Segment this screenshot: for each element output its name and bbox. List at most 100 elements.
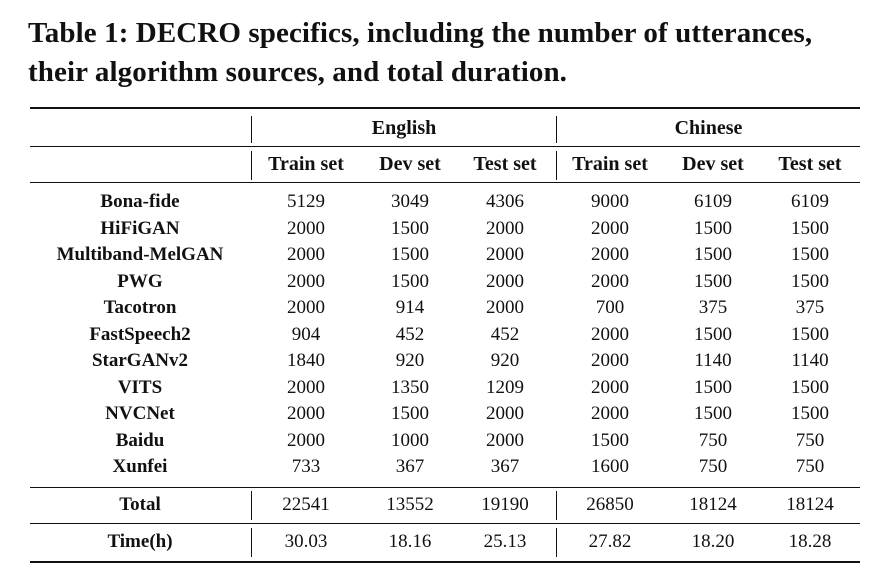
col-separator-left [251,151,253,180]
group-rule [30,146,860,147]
row-label: VITS [117,377,163,398]
table-cell: 5129 [287,191,325,212]
table-cell: 1500 [694,271,732,292]
table-cell: 2000 [486,297,524,318]
table-cell: 1500 [791,244,829,265]
column-header: Train set [572,153,648,175]
table-cell: 1500 [391,218,429,239]
column-header: Dev set [379,153,441,175]
column-header: Dev set [682,153,744,175]
table-cell: 1600 [591,456,629,477]
table-cell: 914 [395,297,425,318]
table-cell: 452 [395,324,425,345]
table-cell: 6109 [694,191,732,212]
table-cell: 1500 [694,377,732,398]
row-label: Baidu [115,430,165,451]
time-label: Time(h) [107,531,173,552]
top-rule [30,107,860,109]
col-separator-left [251,528,253,557]
table-cell: 2000 [486,218,524,239]
table-cell: 920 [395,350,425,371]
total-cell: 18124 [689,494,737,515]
row-label: HiFiGAN [100,218,180,239]
table-cell: 2000 [287,403,325,424]
header-rule [30,182,860,183]
group-header-english: English [371,117,437,139]
time-cell: 25.13 [483,531,527,552]
table-cell: 2000 [486,271,524,292]
table-cell: 750 [698,430,728,451]
row-label: Multiband-MelGAN [56,244,224,265]
table-caption: Table 1: DECRO specifics, including the … [28,17,813,88]
row-label: StarGANv2 [91,350,189,371]
total-cell: 13552 [386,494,434,515]
table-cell: 1350 [391,377,429,398]
column-header: Test set [473,153,537,175]
col-separator-mid [556,528,558,557]
table-cell: 750 [698,456,728,477]
table-cell: 2000 [287,244,325,265]
table-cell: 2000 [287,377,325,398]
col-separator-left [251,116,253,143]
bottom-rule [30,561,860,563]
table-cell: 2000 [591,218,629,239]
table-cell: 2000 [591,244,629,265]
table-cell: 2000 [486,403,524,424]
col-separator-mid [556,151,558,180]
time-cell: 18.20 [691,531,735,552]
table-cell: 9000 [591,191,629,212]
table-cell: 750 [795,456,825,477]
total-cell: 26850 [586,494,634,515]
table-cell: 750 [795,430,825,451]
table-cell: 700 [595,297,625,318]
table-cell: 1500 [591,430,629,451]
table-cell: 2000 [591,377,629,398]
total-label: Total [119,494,161,515]
row-label: Bona-fide [100,191,180,212]
row-label: Tacotron [103,297,177,318]
table-cell: 2000 [287,430,325,451]
body-bottom-rule [30,487,860,489]
table-cell: 2000 [591,350,629,371]
time-cell: 18.16 [388,531,432,552]
table-cell: 2000 [591,403,629,424]
time-cell: 30.03 [284,531,328,552]
table-cell: 2000 [287,297,325,318]
table-cell: 367 [490,456,520,477]
table-cell: 1500 [791,271,829,292]
table-cell: 2000 [591,271,629,292]
col-separator-left [251,491,253,520]
table-cell: 1840 [287,350,325,371]
table-cell: 1500 [791,218,829,239]
table-cell: 1500 [391,244,429,265]
table-cell: 1000 [391,430,429,451]
group-header-chinese: Chinese [674,117,743,139]
time-cell: 27.82 [588,531,632,552]
column-header: Test set [778,153,842,175]
row-label: NVCNet [105,403,175,424]
table-cell: 733 [291,456,321,477]
table-cell: 1500 [791,403,829,424]
table-cell: 920 [490,350,520,371]
total-rule [30,523,860,525]
table-cell: 2000 [287,271,325,292]
table-cell: 1140 [791,350,829,371]
table-cell: 1500 [391,403,429,424]
table-cell: 2000 [287,218,325,239]
table-cell: 1500 [694,244,732,265]
table-cell: 6109 [791,191,829,212]
row-label: Xunfei [112,456,168,477]
time-cell: 18.28 [788,531,832,552]
table-cell: 375 [698,297,728,318]
table-cell: 375 [795,297,825,318]
table-cell: 1500 [391,271,429,292]
table-cell: 2000 [486,430,524,451]
table-cell: 1500 [791,377,829,398]
row-label: PWG [117,271,163,292]
table-cell: 452 [490,324,520,345]
table-cell: 3049 [391,191,429,212]
table-cell: 2000 [591,324,629,345]
table-cell: 1140 [694,350,732,371]
table-cell: 2000 [486,244,524,265]
col-separator-mid [556,116,558,143]
